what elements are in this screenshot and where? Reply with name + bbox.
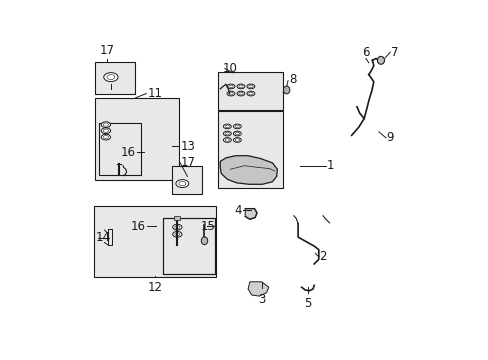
Ellipse shape (101, 134, 110, 140)
Ellipse shape (235, 139, 239, 141)
Text: 13: 13 (180, 140, 195, 153)
Polygon shape (220, 156, 277, 184)
Text: 17: 17 (100, 44, 115, 57)
Ellipse shape (223, 138, 231, 142)
Polygon shape (244, 208, 257, 219)
Ellipse shape (225, 125, 229, 128)
Ellipse shape (248, 92, 253, 95)
Text: 16: 16 (121, 146, 136, 159)
Ellipse shape (233, 138, 241, 142)
Ellipse shape (237, 91, 244, 96)
Ellipse shape (228, 92, 233, 95)
Bar (95, 98, 179, 180)
Text: 14: 14 (95, 231, 110, 244)
Ellipse shape (174, 226, 180, 229)
Text: 11: 11 (148, 87, 163, 100)
Ellipse shape (179, 181, 185, 186)
Ellipse shape (101, 122, 110, 127)
Text: 17: 17 (180, 156, 195, 169)
Ellipse shape (223, 124, 231, 129)
Text: 8: 8 (288, 73, 296, 86)
Bar (99, 123, 141, 175)
Text: 4: 4 (234, 204, 242, 217)
Ellipse shape (235, 132, 239, 135)
Ellipse shape (237, 84, 244, 89)
Ellipse shape (225, 132, 229, 135)
Ellipse shape (226, 84, 234, 89)
Bar (94, 206, 216, 277)
Ellipse shape (235, 125, 239, 128)
Ellipse shape (225, 139, 229, 141)
Text: 3: 3 (258, 293, 265, 306)
Ellipse shape (283, 86, 289, 94)
Ellipse shape (226, 91, 234, 96)
Ellipse shape (248, 85, 253, 88)
Bar (95, 62, 135, 94)
Ellipse shape (172, 224, 182, 230)
Bar (163, 218, 214, 274)
Bar (171, 166, 202, 194)
Ellipse shape (228, 85, 233, 88)
Ellipse shape (238, 92, 243, 95)
Ellipse shape (233, 131, 241, 136)
Text: 1: 1 (326, 159, 333, 172)
Ellipse shape (107, 75, 115, 80)
Ellipse shape (201, 237, 207, 245)
Ellipse shape (246, 84, 254, 89)
Ellipse shape (174, 233, 180, 236)
Ellipse shape (246, 91, 254, 96)
Ellipse shape (103, 129, 108, 132)
Ellipse shape (238, 85, 243, 88)
Polygon shape (247, 282, 268, 296)
Bar (217, 72, 282, 111)
Ellipse shape (103, 123, 108, 126)
Ellipse shape (233, 124, 241, 129)
Ellipse shape (103, 136, 108, 139)
Ellipse shape (223, 131, 231, 136)
Text: 2: 2 (319, 250, 326, 263)
Ellipse shape (101, 128, 110, 134)
Bar (217, 111, 282, 188)
Text: 15: 15 (201, 220, 216, 233)
Text: 7: 7 (390, 46, 398, 59)
Text: 5: 5 (304, 297, 311, 310)
Ellipse shape (377, 57, 384, 64)
Text: 10: 10 (223, 62, 238, 75)
Ellipse shape (176, 180, 188, 188)
Bar (163, 218, 214, 274)
Ellipse shape (103, 73, 118, 82)
Ellipse shape (172, 231, 182, 237)
Text: 6: 6 (362, 46, 369, 59)
Text: 9: 9 (386, 131, 393, 144)
Text: 12: 12 (147, 281, 163, 294)
Bar (174, 216, 180, 220)
Text: 16: 16 (131, 220, 145, 233)
